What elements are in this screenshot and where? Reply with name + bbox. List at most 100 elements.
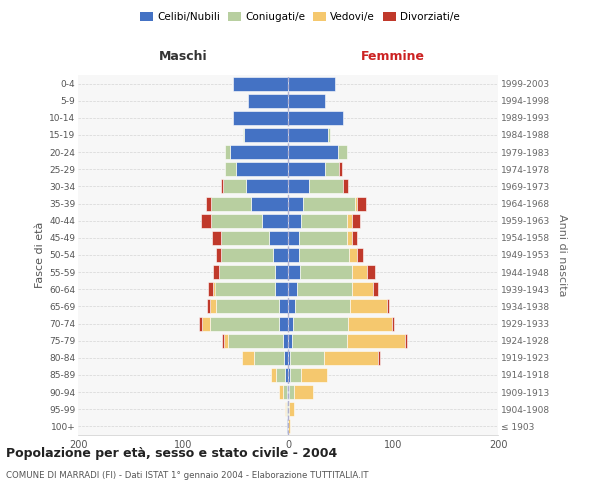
Bar (352, 282, 373, 296)
Bar (248, 94, 288, 108)
Bar (286, 402, 287, 416)
Bar (367, 265, 375, 279)
Bar (288, 214, 301, 228)
Bar (288, 128, 328, 142)
Bar (228, 334, 283, 347)
Bar (206, 196, 211, 210)
Bar (242, 351, 254, 365)
Bar (289, 385, 295, 399)
Text: COMUNE DI MARRADI (FI) - Dati ISTAT 1° gennaio 2004 - Elaborazione TUTTITALIA.IT: COMUNE DI MARRADI (FI) - Dati ISTAT 1° g… (6, 470, 368, 480)
Bar (274, 248, 288, 262)
Bar (278, 316, 288, 330)
Bar (352, 265, 367, 279)
Bar (233, 111, 288, 125)
Bar (288, 111, 343, 125)
Bar (288, 351, 290, 365)
Bar (347, 214, 352, 228)
Bar (358, 248, 362, 262)
Bar (285, 368, 288, 382)
Bar (235, 162, 288, 176)
Bar (295, 300, 350, 314)
Bar (373, 282, 379, 296)
Bar (225, 162, 235, 176)
Bar (347, 231, 352, 245)
Bar (303, 196, 355, 210)
Bar (292, 334, 347, 347)
Bar (347, 334, 404, 347)
Bar (211, 316, 278, 330)
Bar (214, 265, 218, 279)
Bar (199, 316, 202, 330)
Bar (262, 214, 288, 228)
Bar (277, 368, 285, 382)
Bar (288, 368, 290, 382)
Bar (288, 76, 335, 90)
Bar (338, 145, 347, 159)
Bar (288, 420, 290, 434)
Bar (233, 76, 288, 90)
Bar (299, 265, 352, 279)
Bar (288, 300, 295, 314)
Bar (208, 282, 214, 296)
Bar (288, 265, 299, 279)
Bar (392, 316, 394, 330)
Bar (288, 231, 299, 245)
Bar (301, 214, 347, 228)
Bar (275, 265, 288, 279)
Bar (290, 351, 324, 365)
Bar (283, 334, 288, 347)
Bar (218, 265, 275, 279)
Text: Femmine: Femmine (361, 50, 425, 62)
Bar (201, 214, 211, 228)
Bar (352, 214, 361, 228)
Bar (211, 196, 251, 210)
Bar (271, 368, 277, 382)
Bar (212, 231, 221, 245)
Bar (298, 282, 352, 296)
Bar (251, 196, 288, 210)
Bar (225, 145, 230, 159)
Bar (340, 162, 341, 176)
Bar (202, 316, 210, 330)
Bar (343, 180, 348, 194)
Bar (387, 300, 389, 314)
Bar (324, 351, 379, 365)
Bar (243, 128, 244, 142)
Bar (348, 316, 392, 330)
Bar (215, 248, 221, 262)
Bar (254, 351, 284, 365)
Bar (244, 128, 288, 142)
Bar (288, 162, 325, 176)
Bar (349, 248, 358, 262)
Bar (288, 385, 289, 399)
Bar (214, 282, 215, 296)
Bar (211, 214, 262, 228)
Text: Popolazione per età, sesso e stato civile - 2004: Popolazione per età, sesso e stato civil… (6, 448, 337, 460)
Bar (215, 282, 275, 296)
Bar (287, 385, 288, 399)
Bar (288, 316, 293, 330)
Bar (215, 300, 278, 314)
Bar (278, 300, 288, 314)
Bar (293, 316, 348, 330)
Bar (222, 334, 224, 347)
Bar (358, 196, 366, 210)
Bar (288, 94, 325, 108)
Bar (288, 180, 309, 194)
Bar (328, 128, 330, 142)
Bar (355, 196, 358, 210)
Bar (207, 300, 210, 314)
Bar (288, 145, 338, 159)
Bar (290, 368, 301, 382)
Bar (283, 385, 287, 399)
Bar (288, 334, 292, 347)
Y-axis label: Anni di nascita: Anni di nascita (557, 214, 566, 296)
Bar (278, 385, 283, 399)
Bar (275, 282, 288, 296)
Bar (246, 180, 288, 194)
Bar (221, 180, 223, 194)
Bar (224, 334, 228, 347)
Bar (404, 334, 407, 347)
Bar (295, 385, 313, 399)
Legend: Celibi/Nubili, Coniugati/e, Vedovi/e, Divorziati/e: Celibi/Nubili, Coniugati/e, Vedovi/e, Di… (136, 8, 464, 26)
